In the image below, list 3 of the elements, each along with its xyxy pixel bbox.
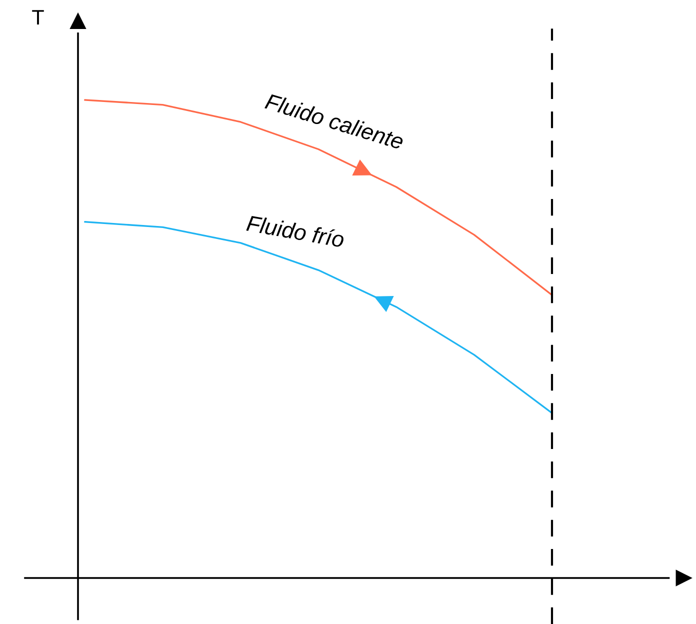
- text: Fluido frío: [246, 214, 345, 248]
- y-axis-title: T: [32, 10, 44, 25]
- text: Fluido caliente: [264, 92, 405, 150]
